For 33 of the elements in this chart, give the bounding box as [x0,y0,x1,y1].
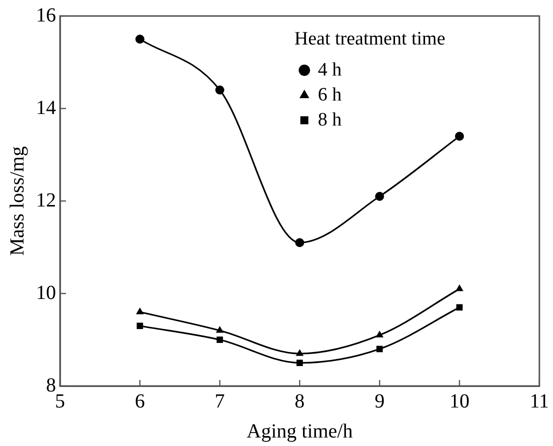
legend-title: Heat treatment time [294,28,446,50]
x-tick-label: 11 [530,390,550,412]
y-tick-label: 10 [36,282,56,304]
legend-label: 6 h [318,84,342,106]
point [216,326,224,333]
point [215,86,224,94]
point [456,284,464,292]
x-tick-label: 5 [55,390,65,412]
point [296,349,304,356]
y-tick-label: 8 [46,374,56,396]
y-axis-title: Mass loss/mg [6,146,28,256]
point [135,34,144,44]
point [454,132,464,141]
point [376,346,383,352]
y-tick-label: 14 [36,96,56,119]
x-tick-label: 9 [374,390,385,412]
point [136,308,144,314]
x-tick-label: 7 [214,390,225,412]
point [136,322,144,330]
legend-label: 8 h [318,109,342,130]
x-tick-label: 10 [449,390,470,412]
point [376,330,384,338]
point [216,336,223,343]
x-tick-label: 8 [294,390,305,412]
x-tick-label: 6 [134,390,145,412]
point [295,238,304,248]
point [296,360,303,366]
point [375,192,384,201]
y-tick-label: 12 [36,189,56,212]
point [456,304,463,311]
x-axis-title: Aging time/h [246,420,353,442]
y-tick-label: 16 [36,4,56,26]
legend-label: 4 h [318,59,342,80]
